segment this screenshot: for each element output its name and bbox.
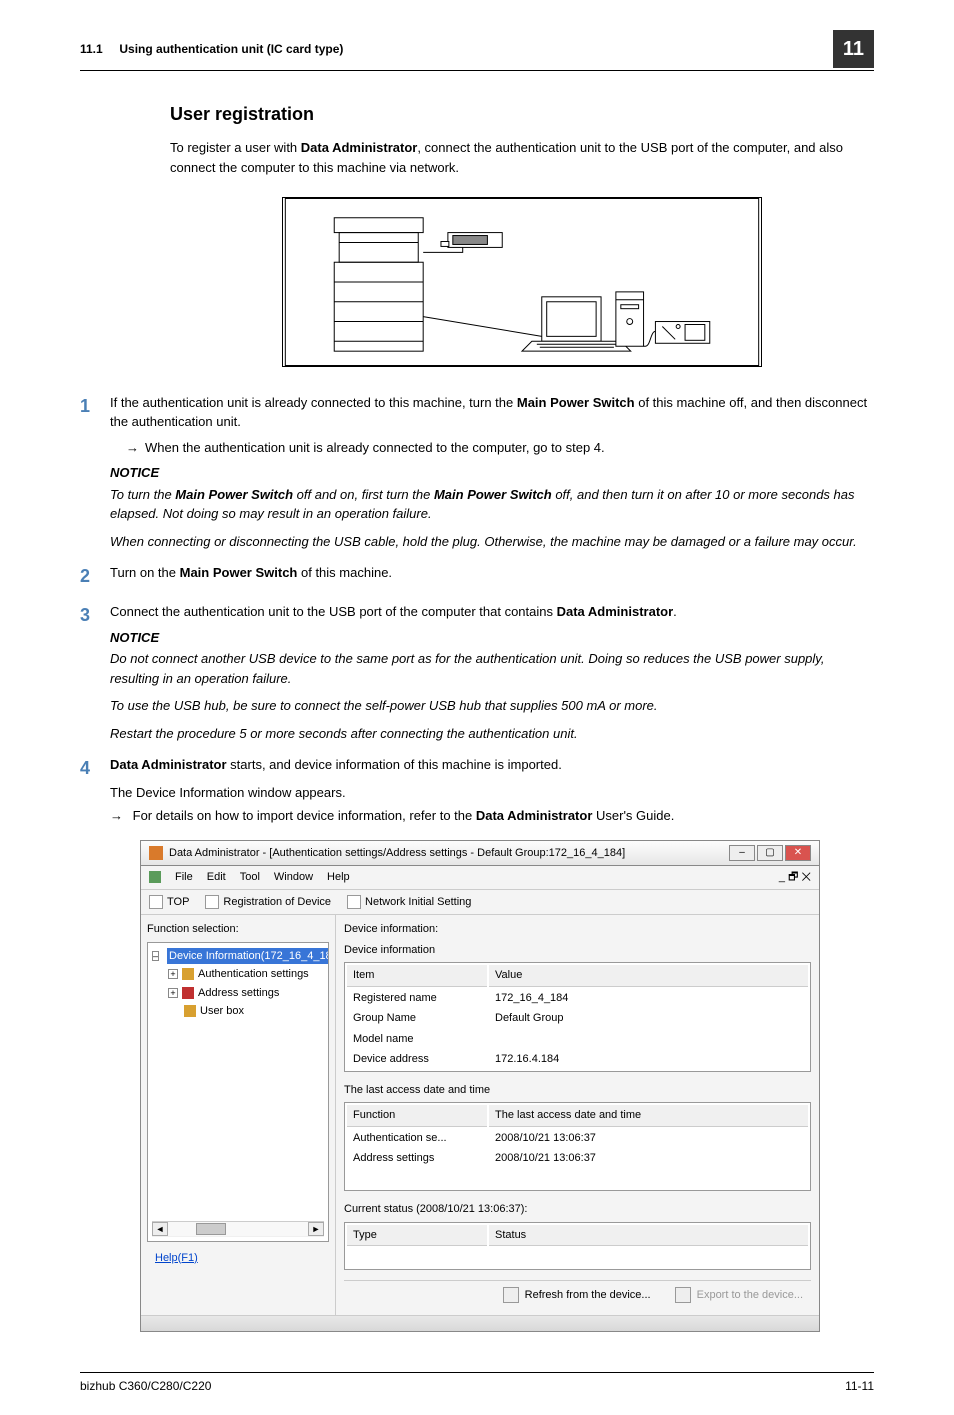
table-row: Group NameDefault Group	[347, 1009, 808, 1028]
section-label: 11.1 Using authentication unit (IC card …	[80, 40, 343, 58]
export-button[interactable]: Export to the device...	[675, 1287, 803, 1304]
col-type: Type	[347, 1225, 487, 1247]
last-access-table: Function The last access date and time A…	[344, 1102, 811, 1191]
section-title: Using authentication unit (IC card type)	[119, 42, 343, 56]
status-table: Type Status	[344, 1222, 811, 1270]
top-icon	[149, 895, 163, 909]
tree-device-info[interactable]: – Device Information(172_16_4_184)	[152, 947, 324, 966]
left-panel: Function selection: – Device Information…	[141, 915, 336, 1315]
menu-file[interactable]: File	[175, 869, 193, 886]
notice-heading: NOTICE	[110, 628, 874, 648]
step-number: 3	[80, 602, 110, 743]
setup-diagram	[170, 197, 874, 373]
refresh-icon	[503, 1287, 519, 1303]
table-row: Authentication se...2008/10/21 13:06:37	[347, 1129, 808, 1148]
chapter-number: 11	[833, 30, 874, 68]
mdi-controls[interactable]: _ 🗗 ✕	[779, 869, 811, 886]
app-icon	[149, 846, 163, 860]
intro-paragraph: To register a user with Data Administrat…	[170, 138, 874, 177]
notice-text: Restart the procedure 5 or more seconds …	[110, 724, 874, 744]
panel-footer: Refresh from the device... Export to the…	[344, 1280, 811, 1310]
step-3: 3 Connect the authentication unit to the…	[80, 602, 874, 743]
col-item: Item	[347, 965, 487, 987]
section-num: 11.1	[80, 42, 103, 56]
notice-text: Do not connect another USB device to the…	[110, 649, 874, 688]
scroll-left-arrow[interactable]: ◄	[152, 1222, 168, 1236]
device-info-header: Device information:	[344, 921, 811, 938]
menu-edit[interactable]: Edit	[207, 869, 226, 886]
toolbar-register[interactable]: Registration of Device	[205, 894, 331, 911]
tree-address-settings[interactable]: + Address settings	[152, 984, 324, 1003]
menu-help[interactable]: Help	[327, 869, 350, 886]
minimize-button[interactable]: –	[729, 845, 755, 861]
page-title: User registration	[170, 101, 874, 128]
table-row: Address settings2008/10/21 13:06:37	[347, 1149, 808, 1168]
network-icon	[347, 895, 361, 909]
col-function: Function	[347, 1105, 487, 1127]
right-panel: Device information: Device information I…	[336, 915, 819, 1315]
address-icon	[182, 987, 194, 999]
notice-text: To turn the Main Power Switch off and on…	[110, 485, 874, 524]
menu-window[interactable]: Window	[274, 869, 313, 886]
toolbar: TOP Registration of Device Network Initi…	[141, 890, 819, 916]
help-link[interactable]: Help(F1)	[147, 1242, 329, 1275]
step-1: 1 If the authentication unit is already …	[80, 393, 874, 552]
register-icon	[205, 895, 219, 909]
window-title: Data Administrator - [Authentication set…	[169, 845, 625, 862]
notice-text: To use the USB hub, be sure to connect t…	[110, 696, 874, 716]
scroll-thumb[interactable]	[196, 1223, 226, 1235]
close-button[interactable]: ✕	[785, 845, 811, 861]
table-row: Registered name172_16_4_184	[347, 989, 808, 1008]
expand-icon[interactable]: +	[168, 969, 178, 979]
step-number: 1	[80, 393, 110, 552]
maximize-button[interactable]: ▢	[757, 845, 783, 861]
last-access-label: The last access date and time	[344, 1082, 811, 1099]
page-header: 11.1 Using authentication unit (IC card …	[80, 30, 874, 71]
export-icon	[675, 1287, 691, 1303]
scroll-track[interactable]	[168, 1222, 308, 1236]
window-controls: – ▢ ✕	[729, 845, 811, 861]
horizontal-scrollbar[interactable]: ◄ ►	[152, 1221, 324, 1237]
folder-icon	[182, 968, 194, 980]
window-titlebar[interactable]: Data Administrator - [Authentication set…	[141, 841, 819, 867]
step-4: 4 Data Administrator starts, and device …	[80, 755, 874, 1332]
col-value: Value	[489, 965, 808, 987]
current-status-label: Current status (2008/10/21 13:06:37):	[344, 1201, 811, 1218]
notice-text: When connecting or disconnecting the USB…	[110, 532, 874, 552]
step-note: For details on how to import device info…	[110, 806, 874, 826]
notice-heading: NOTICE	[110, 463, 874, 483]
step-number: 4	[80, 755, 110, 1332]
status-bar	[141, 1315, 819, 1331]
col-datetime: The last access date and time	[489, 1105, 808, 1127]
table-row: Model name	[347, 1030, 808, 1049]
function-tree: – Device Information(172_16_4_184) + Aut…	[147, 942, 329, 1242]
expand-icon[interactable]: +	[168, 988, 178, 998]
box-icon	[184, 1005, 196, 1017]
toolbar-network[interactable]: Network Initial Setting	[347, 894, 471, 911]
step-note: When the authentication unit is already …	[126, 438, 874, 458]
toolbar-top[interactable]: TOP	[149, 894, 189, 911]
menu-icon	[149, 871, 161, 883]
tree-user-box[interactable]: User box	[152, 1002, 324, 1021]
table-row	[347, 1170, 808, 1189]
device-info-table: Item Value Registered name172_16_4_184 G…	[344, 962, 811, 1072]
step-number: 2	[80, 563, 110, 590]
scroll-right-arrow[interactable]: ►	[308, 1222, 324, 1236]
sub-text: The Device Information window appears.	[110, 783, 874, 803]
app-window: Data Administrator - [Authentication set…	[140, 840, 874, 1333]
collapse-icon[interactable]: –	[152, 951, 159, 961]
model-name: bizhub C360/C280/C220	[80, 1377, 211, 1395]
menu-tool[interactable]: Tool	[240, 869, 260, 886]
refresh-button[interactable]: Refresh from the device...	[503, 1287, 651, 1304]
tree-auth-settings[interactable]: + Authentication settings	[152, 965, 324, 984]
device-info-section-label: Device information	[344, 942, 811, 959]
table-row: Device address172.16.4.184	[347, 1050, 808, 1069]
step-2: 2 Turn on the Main Power Switch of this …	[80, 563, 874, 590]
col-status: Status	[489, 1225, 808, 1247]
page-number: 11-11	[845, 1377, 874, 1395]
page-footer: bizhub C360/C280/C220 11-11	[80, 1372, 874, 1395]
function-selection-label: Function selection:	[147, 921, 329, 938]
menu-bar: File Edit Tool Window Help _ 🗗 ✕	[141, 866, 819, 890]
